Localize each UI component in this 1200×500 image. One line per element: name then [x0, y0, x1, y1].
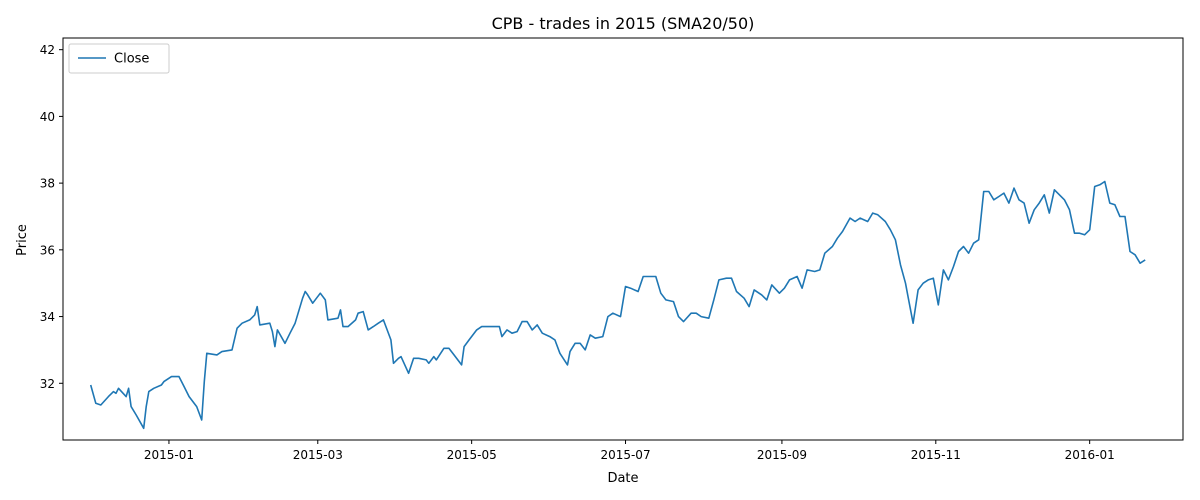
series-layer: [89, 180, 1146, 430]
y-tick-label: 32: [40, 377, 55, 391]
x-tick-label: 2015-03: [293, 448, 343, 462]
legend-box: [68, 43, 170, 74]
plot-area: [62, 37, 1184, 441]
x-tick-label: 2015-11: [911, 448, 961, 462]
x-tick-label: 2016-01: [1065, 448, 1115, 462]
y-tick-label: 40: [40, 110, 55, 124]
y-axis-ticks: 32 34 36 38 40 42: [40, 43, 63, 391]
x-axis-label: Date: [607, 471, 638, 486]
chart-title: CPB - trades in 2015 (SMA20/50): [492, 14, 755, 33]
series-line-1: [89, 180, 1146, 430]
x-tick-label: 2015-01: [144, 448, 194, 462]
y-tick-label: 42: [40, 43, 55, 57]
x-tick-label: 2015-05: [447, 448, 497, 462]
y-axis-label: Price: [15, 224, 30, 256]
x-tick-label: 2015-09: [757, 448, 807, 462]
y-tick-label: 36: [40, 243, 55, 257]
x-axis-ticks: 2015-01 2015-03 2015-05 2015-07 2015-09 2015-…: [144, 440, 1115, 462]
legend-label-1: Close: [114, 52, 149, 67]
x-tick-label: 2015-07: [600, 448, 650, 462]
legend: Close: [68, 43, 170, 74]
y-tick-label: 38: [40, 177, 55, 191]
y-tick-label: 34: [40, 310, 55, 324]
